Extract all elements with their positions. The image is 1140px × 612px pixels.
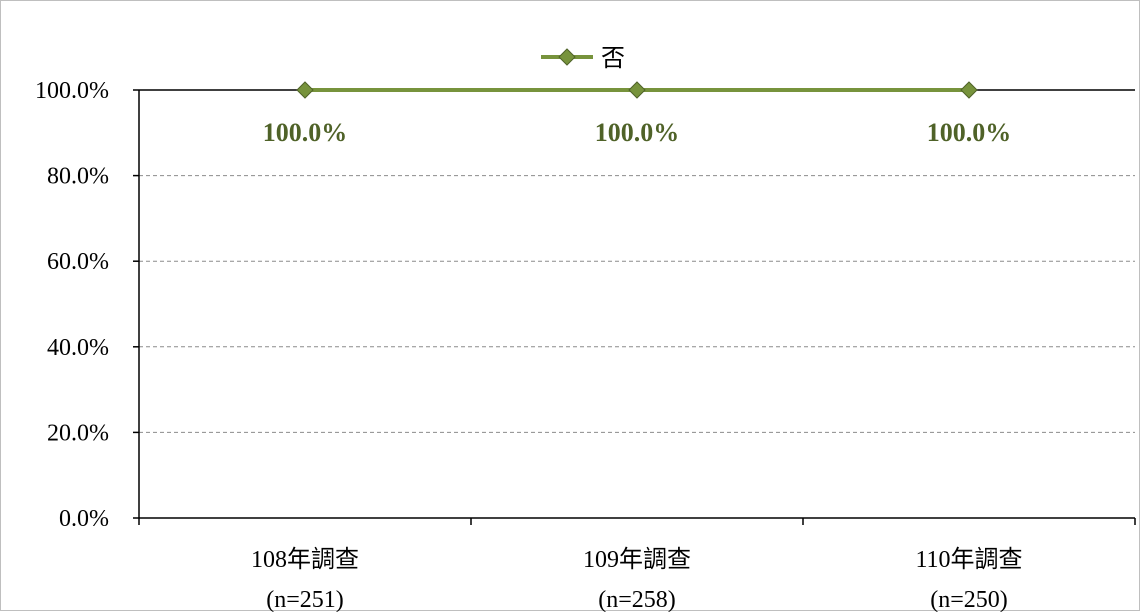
y-tick-label: 0.0% — [59, 506, 109, 532]
data-label: 100.0% — [595, 118, 680, 147]
data-point-marker — [628, 81, 646, 99]
x-tick-label: 108年調查 — [251, 546, 359, 573]
legend-label: 否 — [601, 44, 625, 72]
data-labels: 100.0% 100.0% 100.0% — [263, 118, 1012, 147]
y-tick-label: 100.0% — [35, 78, 109, 104]
x-tick-label: (n=250) — [930, 587, 1008, 612]
legend-marker-swatch — [558, 48, 576, 66]
y-tick-label: 80.0% — [47, 164, 109, 190]
y-tick-label: 40.0% — [47, 335, 109, 361]
data-label: 100.0% — [927, 118, 1012, 147]
data-point-marker — [960, 81, 978, 99]
axes: 0.0% 20.0% 40.0% 60.0% 80.0% 100.0% 108年調查 (n=2… — [35, 78, 1136, 612]
x-tick-label: 110年調查 — [915, 546, 1022, 573]
data-label: 100.0% — [263, 118, 348, 147]
gridlines — [139, 175, 1135, 433]
y-tick-label: 20.0% — [47, 420, 109, 446]
x-tick-label: 109年調查 — [583, 546, 691, 573]
y-tick-label: 60.0% — [47, 249, 109, 275]
legend: 否 — [541, 44, 625, 72]
x-tick-label: (n=258) — [598, 587, 676, 612]
x-tick-label: (n=251) — [266, 587, 344, 612]
series-lines — [296, 81, 978, 99]
data-point-marker — [296, 81, 314, 99]
